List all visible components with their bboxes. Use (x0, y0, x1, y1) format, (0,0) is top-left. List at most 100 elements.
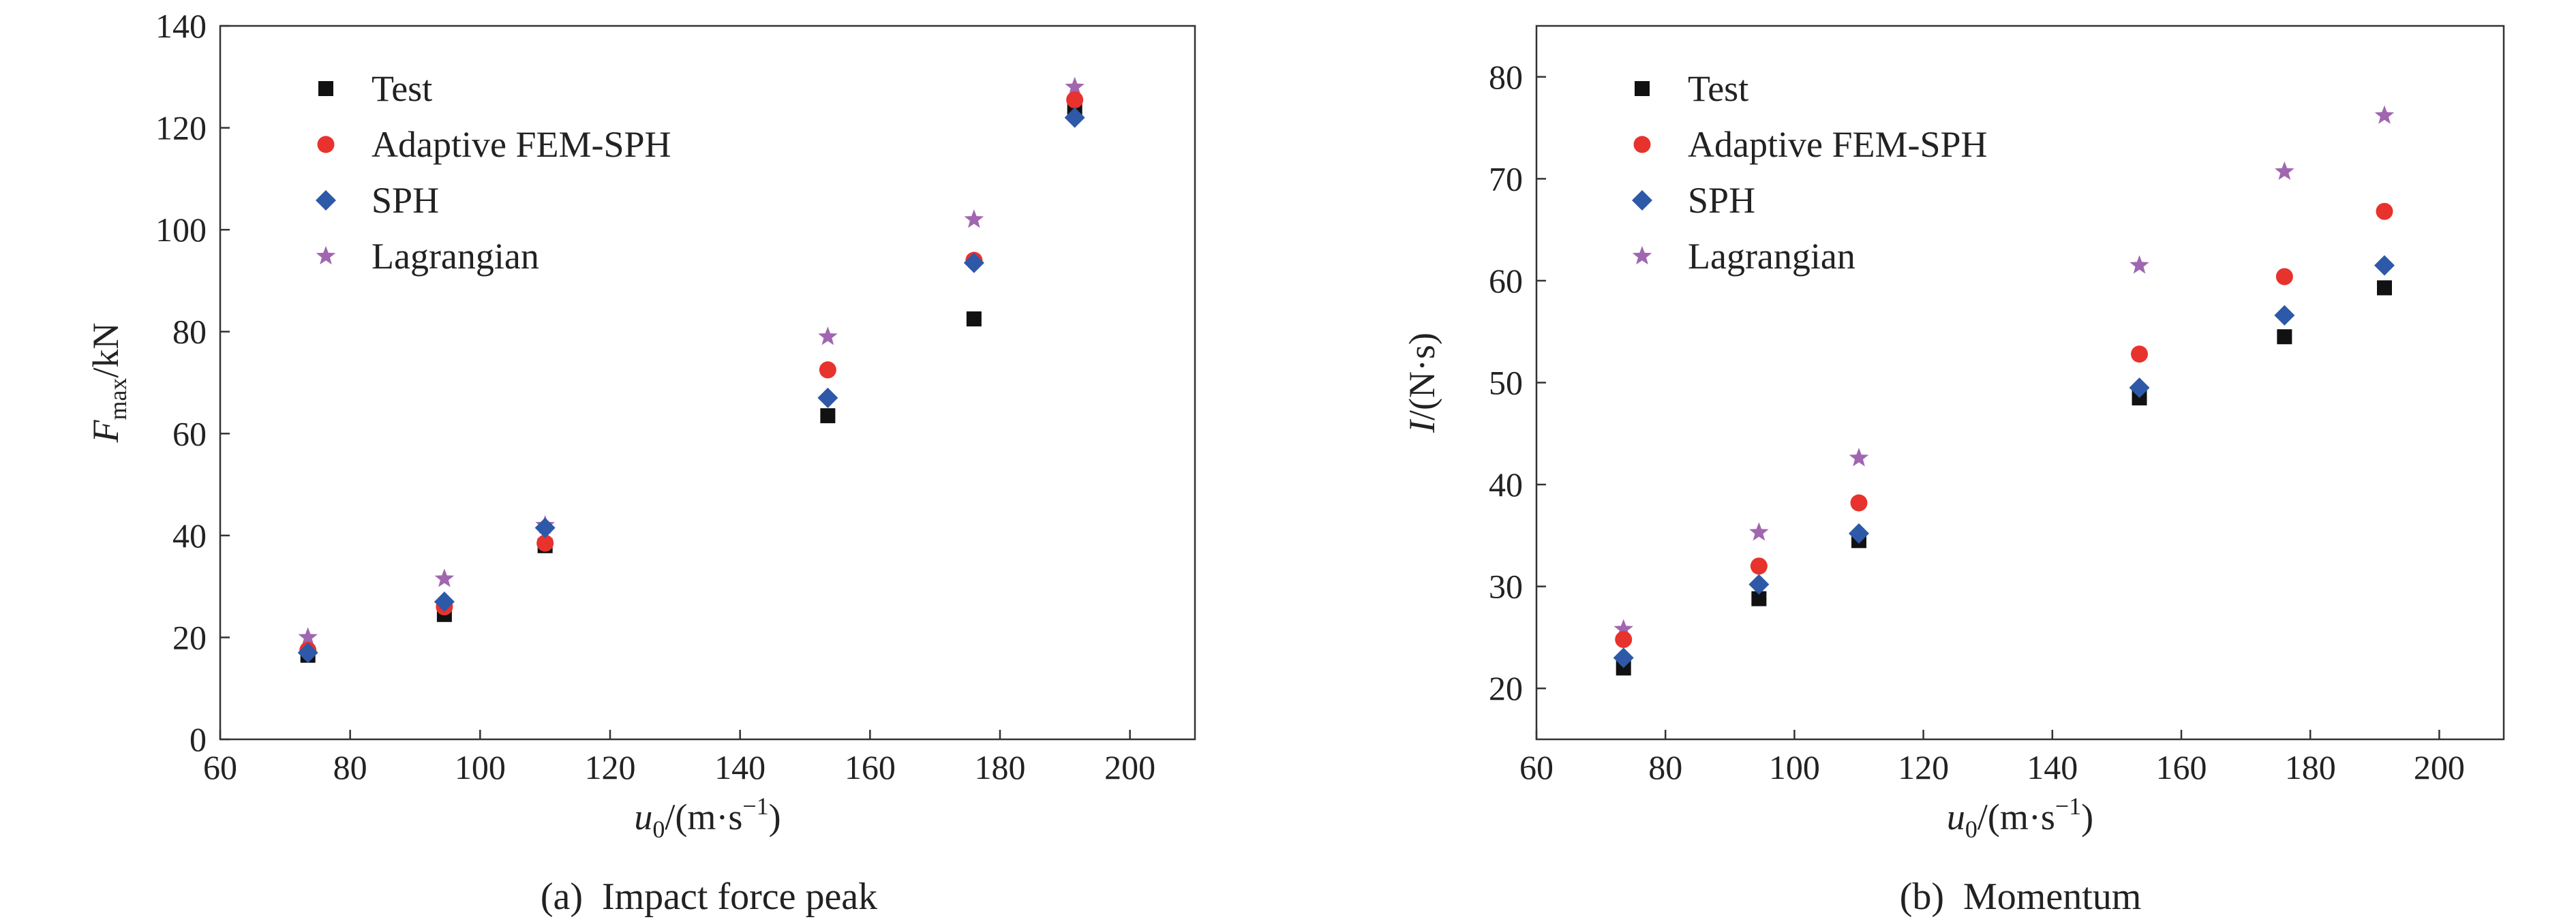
y-tick-label: 70 (1489, 159, 1523, 198)
x-tick-label: 180 (975, 748, 1026, 786)
data-point (1615, 630, 1633, 648)
series-sph (1613, 255, 2395, 668)
legend-label: Test (1688, 68, 1748, 109)
data-point (2275, 268, 2293, 286)
data-point (818, 326, 838, 345)
series-sph (297, 107, 1085, 663)
data-point (1748, 574, 1770, 595)
legend-label: Lagrangian (372, 236, 539, 277)
data-point (536, 534, 554, 552)
y-tick-label: 140 (155, 7, 207, 45)
x-tick-label: 120 (1898, 748, 1949, 786)
x-tick-label: 60 (1519, 748, 1554, 786)
series-adaptive-fem-sph (1615, 202, 2393, 648)
legend-item-test: Test (1635, 68, 1748, 109)
x-tick-label: 80 (333, 748, 367, 786)
legend-item-adaptive-fem-sph: Adaptive FEM-SPH (1633, 124, 1988, 165)
legend-marker (316, 190, 336, 211)
data-point (820, 408, 836, 424)
legend-item-adaptive-fem-sph: Adaptive FEM-SPH (317, 124, 671, 165)
data-point (1613, 647, 1634, 668)
y-tick-label: 80 (172, 313, 207, 351)
panel-title: Impact force peak (583, 876, 877, 918)
chart-panel-b: 60 80 100 120 140 160 180 200 20 30 40 50 60 70 80 u0/(… (1401, 25, 2505, 918)
data-point (2275, 161, 2294, 181)
y-tick-label: 0 (190, 720, 207, 758)
y-tick-label: 20 (1489, 669, 1523, 707)
x-axis-label: u0/(m·s−1) (1947, 792, 2093, 843)
y-tick-label: 60 (172, 414, 207, 452)
data-point (2130, 255, 2149, 274)
x-axis-label: u0/(m·s−1) (634, 792, 781, 843)
legend-label: Adaptive FEM-SPH (1688, 124, 1988, 165)
legend: Test Adaptive FEM-SPH SPH Lagrangian (316, 68, 671, 277)
legend-marker (1635, 81, 1650, 96)
data-point (1849, 448, 1869, 467)
chart-panel-a: 60 80 100 120 140 160 180 200 0 20 40 60 80 100 120 140… (85, 7, 1196, 918)
panel-title: Momentum (1944, 876, 2141, 918)
data-point (434, 591, 455, 613)
x-tick-label: 180 (2285, 748, 2336, 786)
data-point (1751, 591, 1767, 606)
y-tick-label: 100 (155, 211, 207, 249)
data-point (2277, 329, 2292, 345)
x-tick-label: 120 (585, 748, 636, 786)
data-point (1850, 494, 1868, 512)
data-point (534, 517, 556, 538)
y-tick-label: 60 (1489, 262, 1523, 300)
data-point (297, 642, 318, 663)
data-point (964, 209, 984, 228)
panel-caption: (a) Impact force peak (541, 876, 877, 918)
legend-marker (316, 246, 336, 265)
panel-caption: (b) Momentum (1900, 876, 2142, 918)
legend-marker (318, 81, 333, 96)
legend-item-lagrangian: Lagrangian (316, 236, 539, 277)
legend-marker (317, 136, 335, 153)
y-tick-label: 40 (172, 517, 207, 555)
plot-frame (219, 25, 1196, 741)
legend-marker (1633, 136, 1651, 153)
x-tick-label: 100 (455, 748, 506, 786)
data-point (2129, 377, 2150, 398)
legend-label: Lagrangian (1688, 236, 1855, 277)
plot-frame (1535, 25, 2505, 741)
x-tick-label: 140 (2027, 748, 2078, 786)
legend-item-sph: SPH (316, 180, 439, 221)
x-tick-label: 80 (1648, 748, 1682, 786)
legend-item-sph: SPH (1632, 180, 1755, 221)
data-point (1065, 76, 1085, 95)
x-tick-label: 160 (845, 748, 896, 786)
data-point (298, 627, 318, 646)
data-point (2374, 255, 2395, 276)
legend-item-lagrangian: Lagrangian (1632, 236, 1855, 277)
data-point (817, 387, 838, 408)
y-tick-label: 30 (1489, 568, 1523, 606)
data-point (2131, 345, 2149, 363)
data-point (1613, 619, 1633, 638)
data-point (434, 568, 455, 587)
y-axis-label: I/(N·s) (1401, 333, 1442, 433)
y-tick-label: 80 (1489, 58, 1523, 96)
x-tick-label: 200 (1104, 748, 1155, 786)
data-point (2274, 305, 2295, 326)
data-point (966, 311, 982, 327)
data-point (1066, 91, 1084, 108)
data-point (1849, 523, 1869, 544)
legend-marker (1632, 190, 1652, 211)
data-point (819, 361, 836, 379)
legend-label: Adaptive FEM-SPH (372, 124, 671, 165)
y-axis-label: Fmax/kN (85, 323, 132, 444)
y-tick-label: 50 (1489, 364, 1523, 402)
legend-marker (1632, 246, 1652, 265)
series-test (1616, 280, 2392, 676)
data-point (2376, 280, 2392, 296)
data-point (1750, 557, 1768, 575)
x-tick-label: 100 (1769, 748, 1820, 786)
legend-label: Test (372, 68, 432, 109)
x-tick-label: 60 (203, 748, 237, 786)
legend-label: SPH (372, 180, 439, 221)
y-tick-label: 20 (172, 618, 207, 656)
y-tick-label: 40 (1489, 465, 1523, 504)
data-point (1749, 522, 1769, 541)
